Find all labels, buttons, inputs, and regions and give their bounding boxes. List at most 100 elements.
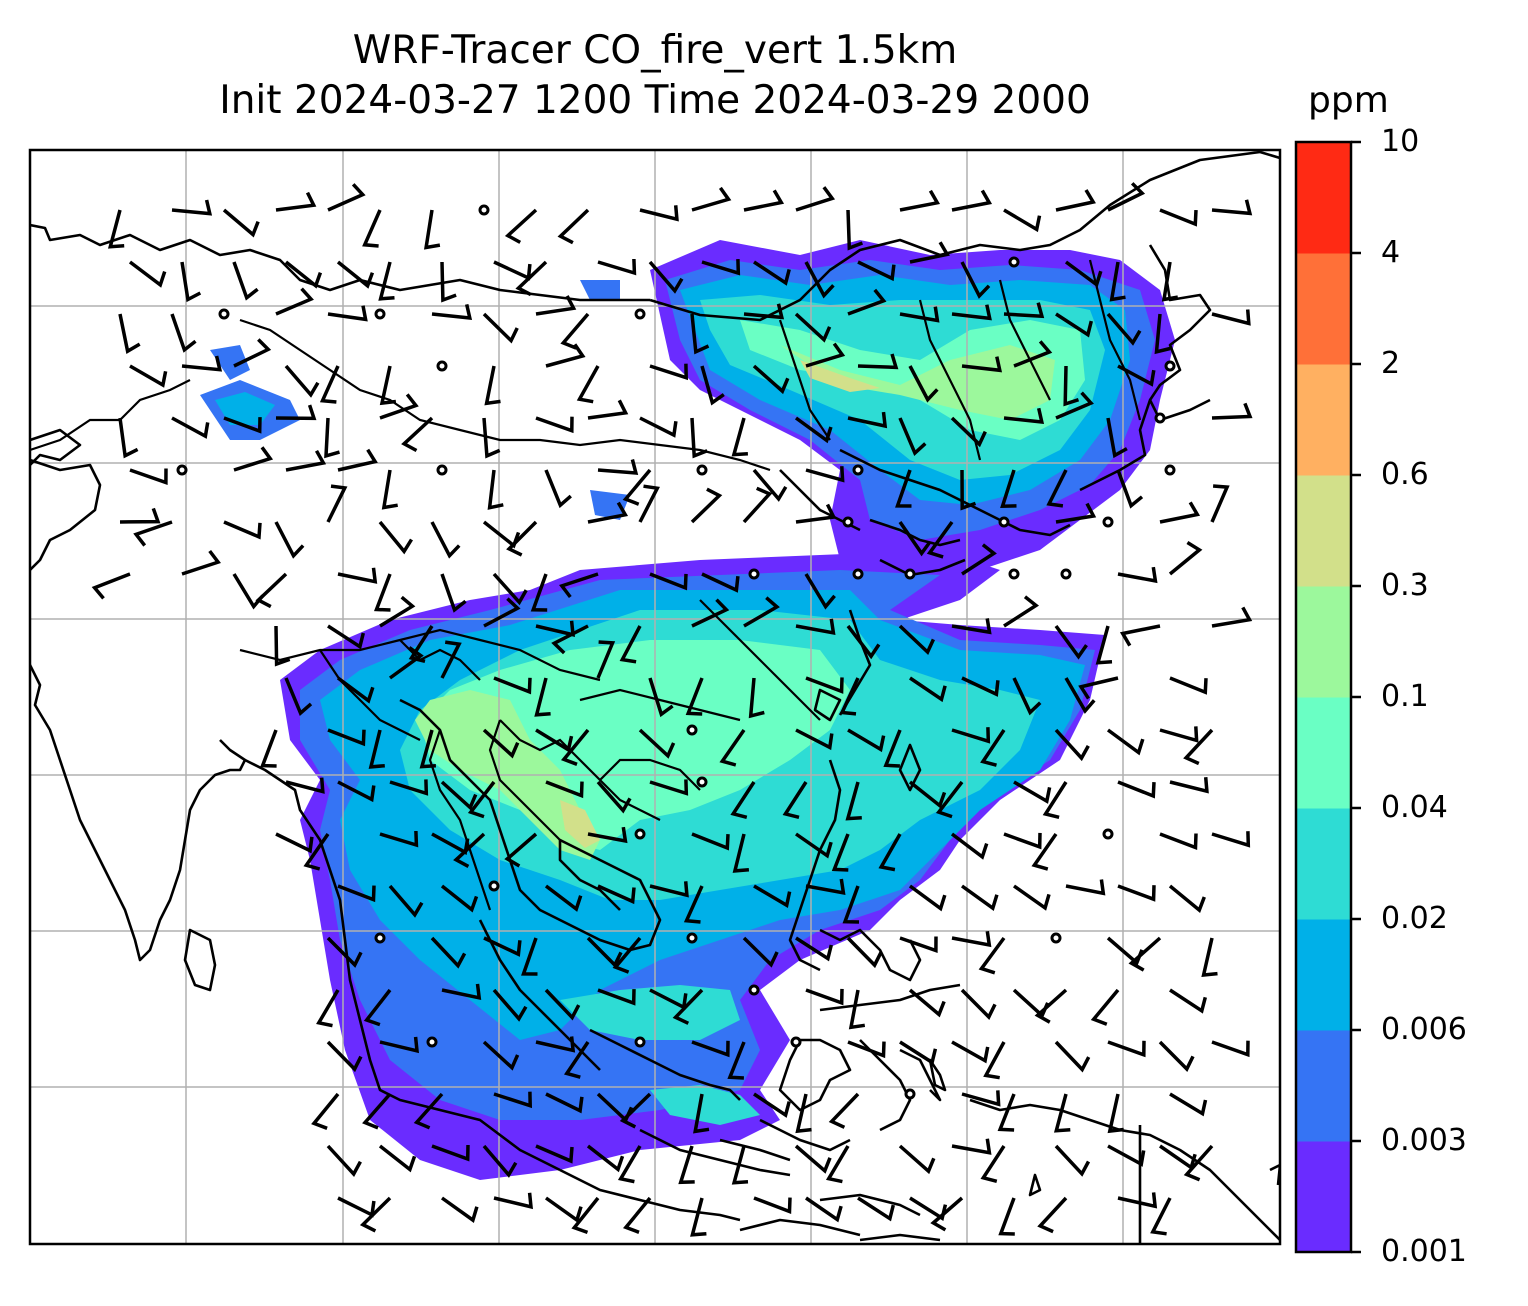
wind-barb <box>997 1093 1016 1132</box>
wind-barb <box>379 365 397 406</box>
wind-barb <box>1168 884 1206 913</box>
wind-calm-circle <box>426 1036 438 1048</box>
wind-barb <box>337 448 378 472</box>
wind-barb <box>753 1092 791 1118</box>
wind-barb <box>535 1144 574 1164</box>
map-subtitle: Init 2024-03-27 1200 Time 2024-03-29 200… <box>219 78 1091 123</box>
wind-barb <box>1159 501 1201 524</box>
wind-barb <box>748 677 765 719</box>
wind-barb <box>1161 261 1179 302</box>
wind-barb <box>795 936 833 962</box>
wind-barb <box>1211 309 1251 326</box>
wind-barb <box>1055 312 1093 338</box>
wind-barb <box>337 780 376 803</box>
wind-calm-circle <box>998 516 1010 528</box>
wind-barb <box>794 1144 832 1174</box>
wind-barb <box>1034 988 1068 1024</box>
wind-barb <box>960 988 997 1020</box>
wind-barb <box>440 573 467 613</box>
wind-barb <box>638 484 660 523</box>
wind-calm-circle <box>852 568 864 580</box>
wind-barb <box>431 1144 470 1162</box>
wind-barb <box>587 501 629 524</box>
wind-barb <box>898 624 935 656</box>
wind-barb <box>1150 1197 1172 1236</box>
wind-barb <box>388 646 424 680</box>
wind-barb <box>898 521 932 557</box>
colorbar-tick-label: 0.001 <box>1381 1234 1467 1269</box>
wind-barb <box>275 832 314 854</box>
wind-barb <box>951 930 992 948</box>
wind-barb <box>752 468 788 502</box>
wind-calm-circle <box>1060 568 1072 580</box>
wind-calm-markers <box>176 204 1176 1100</box>
wind-barb <box>504 208 538 244</box>
wind-barb <box>586 1144 625 1173</box>
wind-barb <box>847 728 886 753</box>
wind-barb <box>683 885 704 924</box>
wind-barb <box>118 313 141 354</box>
wind-barb <box>753 884 792 909</box>
wind-barb <box>1107 182 1146 212</box>
wind-barb <box>1168 541 1203 576</box>
wind-barb <box>493 1091 533 1109</box>
colorbar-segment <box>1296 253 1351 365</box>
wind-barb <box>701 259 741 276</box>
wind-barb <box>430 936 467 969</box>
wind-barb <box>685 677 704 716</box>
wind-barb <box>1169 988 1207 1014</box>
wind-barb <box>233 446 274 472</box>
wind-barb <box>895 469 912 508</box>
wind-calm-circle <box>634 308 646 320</box>
wind-barb <box>535 295 577 316</box>
colorbar-tick-label: 0.1 <box>1381 679 1429 714</box>
plume-java <box>650 1085 760 1125</box>
wind-barb <box>587 826 628 844</box>
wind-barb <box>908 988 946 1018</box>
wind-calm-circle <box>218 308 230 320</box>
wind-barb <box>639 205 679 222</box>
colorbar-tick-label: 0.04 <box>1381 790 1448 825</box>
wind-barb <box>1046 469 1068 508</box>
wind-barb <box>551 624 589 655</box>
wind-barb <box>1003 407 1045 424</box>
wind-barb <box>378 261 395 301</box>
wind-barb <box>423 209 441 250</box>
wind-barb <box>170 313 197 353</box>
wind-barb <box>363 988 392 1027</box>
wind-barb <box>181 549 221 576</box>
wind-barb <box>794 312 832 343</box>
wind-barb <box>908 884 947 912</box>
wind-barb <box>1042 781 1068 820</box>
wind-barb <box>980 729 1006 767</box>
wind-barb <box>951 727 991 744</box>
wind-barb <box>951 618 992 635</box>
colorbar-tick-label: 0.006 <box>1381 1012 1467 1047</box>
wind-barb <box>743 596 780 628</box>
wind-barb <box>638 728 676 759</box>
wind-barb <box>842 885 860 924</box>
coastlines <box>30 150 1280 1244</box>
wind-barb <box>223 520 262 540</box>
wind-barb <box>1065 879 1106 896</box>
wind-barb <box>805 1196 843 1223</box>
wind-barb <box>327 183 366 212</box>
wind-barb <box>752 364 790 395</box>
wind-barb <box>319 365 340 404</box>
wind-barb <box>1003 208 1042 233</box>
wind-barb <box>805 466 845 483</box>
wind-barb <box>440 1196 479 1223</box>
wind-barb <box>899 936 938 953</box>
wind-barb <box>983 1041 1006 1080</box>
wind-barb <box>233 338 272 368</box>
wind-barb <box>535 728 574 753</box>
wind-barb <box>326 936 363 968</box>
wind-barb <box>690 313 710 355</box>
wind-barb <box>719 729 746 767</box>
wind-barb <box>732 833 750 873</box>
wind-barb <box>930 1196 964 1232</box>
wind-barb <box>133 520 173 547</box>
wind-barb <box>857 353 899 370</box>
wind-barb <box>1031 833 1058 871</box>
colorbar-tick-label: 0.02 <box>1381 901 1448 936</box>
